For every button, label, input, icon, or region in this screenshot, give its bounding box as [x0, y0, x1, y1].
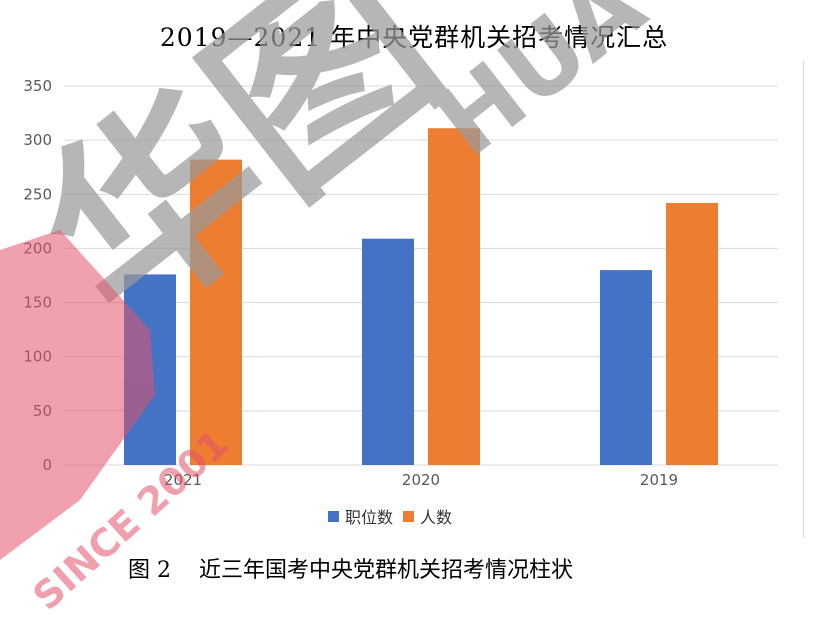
bar-2021-series2: [190, 159, 242, 466]
y-tick-label: 150: [23, 294, 52, 312]
legend-label-series2: 人数: [420, 508, 453, 527]
x-axis-ticks: 2021 2020 2019: [164, 471, 678, 489]
bar-2019-series1: [600, 270, 652, 465]
chart-border-line: [803, 60, 804, 538]
x-tick-label: 2020: [402, 471, 440, 489]
legend-item-series2: 人数: [403, 504, 452, 528]
y-tick-label: 250: [23, 185, 52, 203]
legend-swatch-series2: [403, 510, 415, 522]
y-tick-label: 350: [23, 77, 52, 95]
legend-swatch-series1: [328, 510, 339, 522]
y-tick-label: 50: [33, 402, 52, 420]
figure-caption: 图 2 近三年国考中央党群机关招考情况柱状: [128, 558, 573, 583]
bar-2020-series2: [428, 128, 480, 465]
y-axis-ticks: 0 50 100 150 200 250 300 350: [23, 77, 52, 474]
x-tick-label: 2019: [640, 471, 678, 489]
y-tick-label: 300: [23, 131, 52, 149]
y-tick-label: 100: [23, 348, 52, 366]
bar-2020-series1: [362, 238, 414, 465]
grid-lines: [64, 85, 778, 466]
legend-label-series1: 职位数: [345, 508, 394, 527]
chart-title: 2019—2021 年中央党群机关招考情况汇总: [159, 23, 669, 52]
bar-2019-series2: [666, 202, 718, 465]
legend-item-series1: 职位数: [328, 504, 393, 528]
bar-2021-series1: [124, 274, 176, 465]
bars: [124, 128, 718, 466]
legend: 职位数 人数: [328, 504, 462, 528]
y-tick-label: 200: [23, 239, 52, 257]
y-tick-label: 0: [42, 456, 52, 474]
x-tick-label: 2021: [164, 471, 202, 489]
